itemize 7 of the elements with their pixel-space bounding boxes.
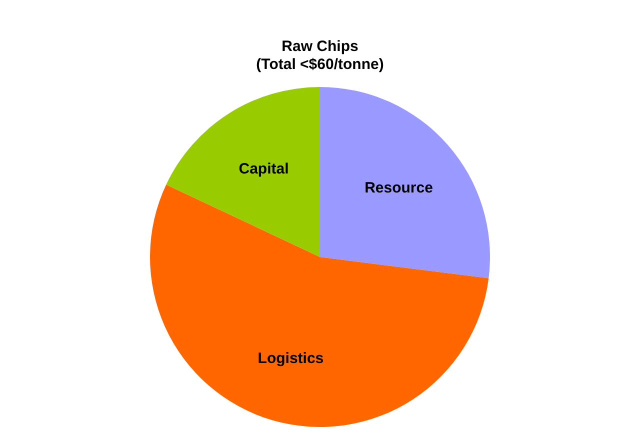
chart-title: Raw Chips	[282, 38, 358, 55]
slice-label: Capital	[238, 160, 289, 178]
chart-subtitle: (Total <$60/tonne)	[256, 56, 384, 73]
slice-label: Resource	[364, 180, 433, 197]
pie-slice	[166, 87, 320, 257]
pie-slice	[320, 87, 490, 278]
slice-label: Logistics	[258, 350, 324, 367]
